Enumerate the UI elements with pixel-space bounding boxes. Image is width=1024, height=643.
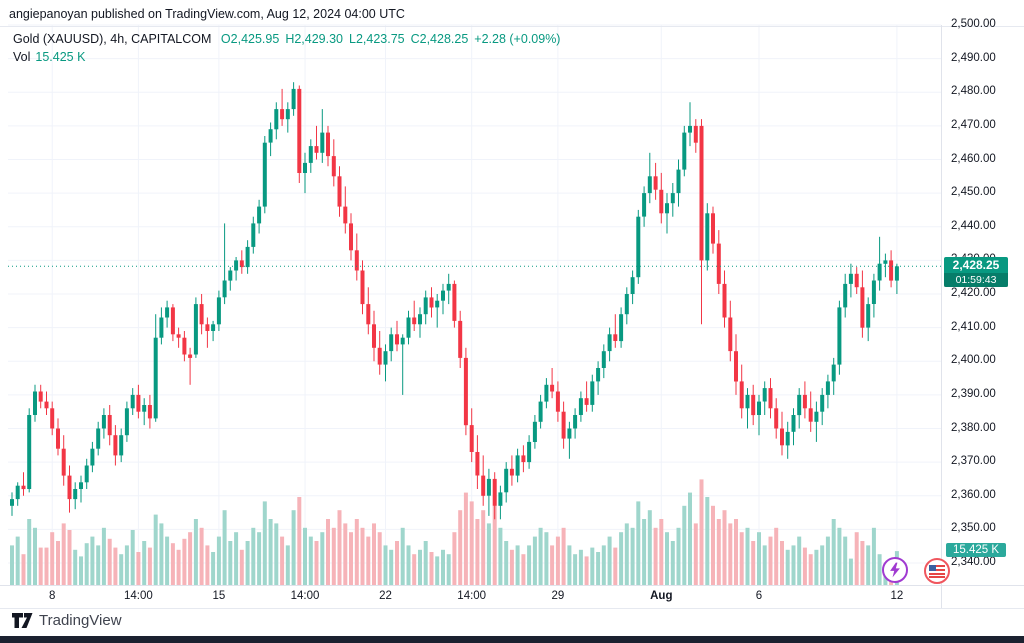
bar-countdown: 01:59:43 (944, 273, 1008, 288)
us-flag-icon (929, 564, 945, 578)
last-price-badge: 2,428.25 01:59:43 (944, 257, 1008, 288)
change-value: +2.28 (+0.09%) (474, 32, 561, 46)
candles-layer (10, 82, 899, 520)
attribution-text: angiepanoyan published on TradingView.co… (9, 7, 405, 21)
economic-event-marker[interactable] (882, 557, 908, 583)
price-tick-label: 2,370.00 (951, 455, 996, 468)
last-price-value: 2,428.25 (952, 258, 1000, 273)
legend-row-volume: Vol 15.425 K (13, 49, 560, 66)
brand-name: TradingView (39, 612, 122, 629)
time-axis-border (0, 585, 1024, 586)
price-tick-label: 2,350.00 (951, 522, 996, 535)
lightning-icon (890, 562, 900, 578)
time-tick-label: 14:00 (124, 590, 153, 602)
price-tick-label: 2,440.00 (951, 219, 996, 232)
time-tick-label: Aug (650, 590, 673, 602)
ohlc-values: O2,425.95 H2,429.30 L2,423.75 C2,428.25 +2.2… (215, 32, 561, 46)
price-tick-label: 2,410.00 (951, 320, 996, 333)
time-tick-label: 6 (755, 590, 763, 602)
price-tick-label: 2,500.00 (951, 18, 996, 30)
low-value: L2,423.75 (349, 32, 405, 46)
tradingview-logo-icon (12, 613, 33, 628)
time-tick-label: 29 (551, 590, 565, 602)
close-value: C2,428.25 (410, 32, 469, 46)
price-tick-label: 2,390.00 (951, 387, 996, 400)
volume-layer (10, 479, 899, 585)
us-event-marker[interactable] (924, 558, 950, 584)
time-tick-label: 14:00 (290, 590, 320, 602)
volume-label[interactable]: Vol (13, 50, 31, 64)
chart-bottom-border (0, 608, 1024, 609)
price-axis-border (941, 25, 942, 608)
time-tick-label: 14:00 (457, 590, 487, 602)
price-tick-label: 2,470.00 (951, 118, 996, 131)
grid-layer (8, 24, 941, 585)
price-tick-label: 2,340.00 (951, 556, 996, 568)
open-value: O2,425.95 (220, 32, 280, 46)
time-tick-label: 15 (212, 590, 226, 602)
time-tick-label: 12 (890, 590, 904, 602)
chart-legend: Gold (XAUUSD), 4h, CAPITALCOM O2,425.95 H… (13, 31, 560, 66)
header-divider (0, 26, 1024, 27)
price-tick-label: 2,400.00 (951, 354, 996, 367)
legend-row-main: Gold (XAUUSD), 4h, CAPITALCOM O2,425.95 H… (13, 31, 560, 48)
price-tick-label: 2,380.00 (951, 421, 996, 434)
last-volume-badge: 15.425 K (946, 543, 1006, 558)
price-tick-label: 2,360.00 (951, 488, 996, 501)
time-tick-label: 8 (48, 590, 56, 602)
symbol-title[interactable]: Gold (XAUUSD), 4h, CAPITALCOM (13, 32, 212, 46)
tradingview-branding[interactable]: TradingView (12, 612, 122, 629)
price-tick-label: 2,450.00 (951, 186, 996, 199)
time-tick-label: 22 (379, 590, 392, 602)
price-tick-label: 2,420.00 (951, 287, 996, 299)
volume-value: 15.425 K (35, 50, 86, 64)
high-value: H2,429.30 (285, 32, 343, 46)
price-tick-label: 2,480.00 (951, 85, 996, 98)
price-tick-label: 2,490.00 (951, 51, 996, 64)
bottom-bar (0, 636, 1024, 643)
price-tick-label: 2,460.00 (951, 152, 996, 165)
